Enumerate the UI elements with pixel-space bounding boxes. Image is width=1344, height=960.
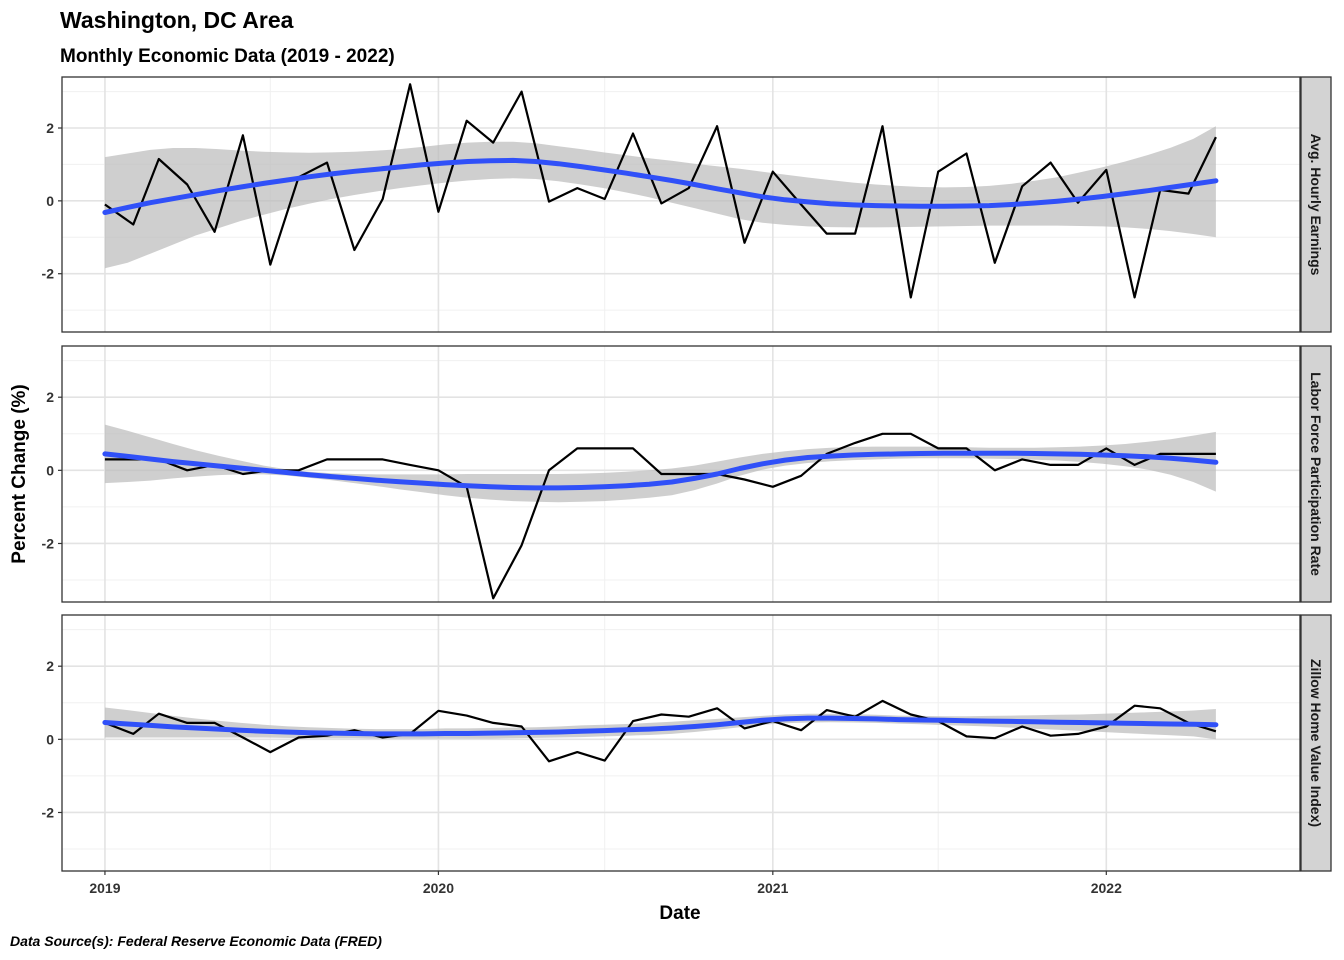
smooth-trend-line <box>102 715 1219 737</box>
series-line <box>104 699 1217 763</box>
panel-border <box>61 614 1301 872</box>
x-tick-label: 2020 <box>423 880 454 896</box>
x-axis-ticks: 2019 2020 2021 2022 <box>89 871 1122 896</box>
panel-3: -2 0 2 Zillow Home Value Index) <box>42 614 1332 872</box>
y-tick-label: -2 <box>42 535 55 551</box>
series-line <box>104 83 1217 299</box>
x-tick-label: 2022 <box>1091 880 1122 896</box>
y-tick-label: 2 <box>46 389 54 405</box>
facet-strip <box>1300 76 1332 333</box>
data-source-caption: Data Source(s): Federal Reserve Economic… <box>10 933 382 949</box>
panel-border <box>61 345 1301 603</box>
facet-strip-label: Avg. Hourly Earnings <box>1308 134 1324 276</box>
y-tick-label: 0 <box>46 193 54 209</box>
facet-strip-label: Zillow Home Value Index) <box>1308 659 1324 827</box>
y-tick-label: 0 <box>46 731 54 747</box>
facet-panels: -2 0 2 Avg. Hourly Earnings -2 0 2 Labor Force … <box>42 76 1332 872</box>
facet-strip-label: Labor Force Participation Rate <box>1308 372 1324 576</box>
facet-strip <box>1300 614 1332 872</box>
facet-strip <box>1300 345 1332 603</box>
y-tick-label: -2 <box>42 266 55 282</box>
y-tick-label: 2 <box>46 120 54 136</box>
panel-2: -2 0 2 Labor Force Participation Rate <box>42 345 1332 603</box>
y-axis-label: Percent Change (%) <box>9 384 30 563</box>
smooth-trend-line <box>102 450 1219 491</box>
x-tick-label: 2021 <box>757 880 788 896</box>
smooth-trend-line <box>102 157 1219 215</box>
chart-title: Washington, DC Area <box>60 7 294 33</box>
confidence-band <box>104 707 1216 740</box>
chart-subtitle: Monthly Economic Data (2019 - 2022) <box>60 46 395 67</box>
panel-border <box>61 76 1301 333</box>
panel-1: -2 0 2 Avg. Hourly Earnings <box>42 76 1332 333</box>
x-axis-label: Date <box>659 903 700 924</box>
y-tick-label: 0 <box>46 462 54 478</box>
x-tick-label: 2019 <box>89 880 120 896</box>
confidence-band <box>104 126 1216 269</box>
y-tick-label: 2 <box>46 658 54 674</box>
y-tick-label: -2 <box>42 804 55 820</box>
panel-background <box>62 615 1300 871</box>
